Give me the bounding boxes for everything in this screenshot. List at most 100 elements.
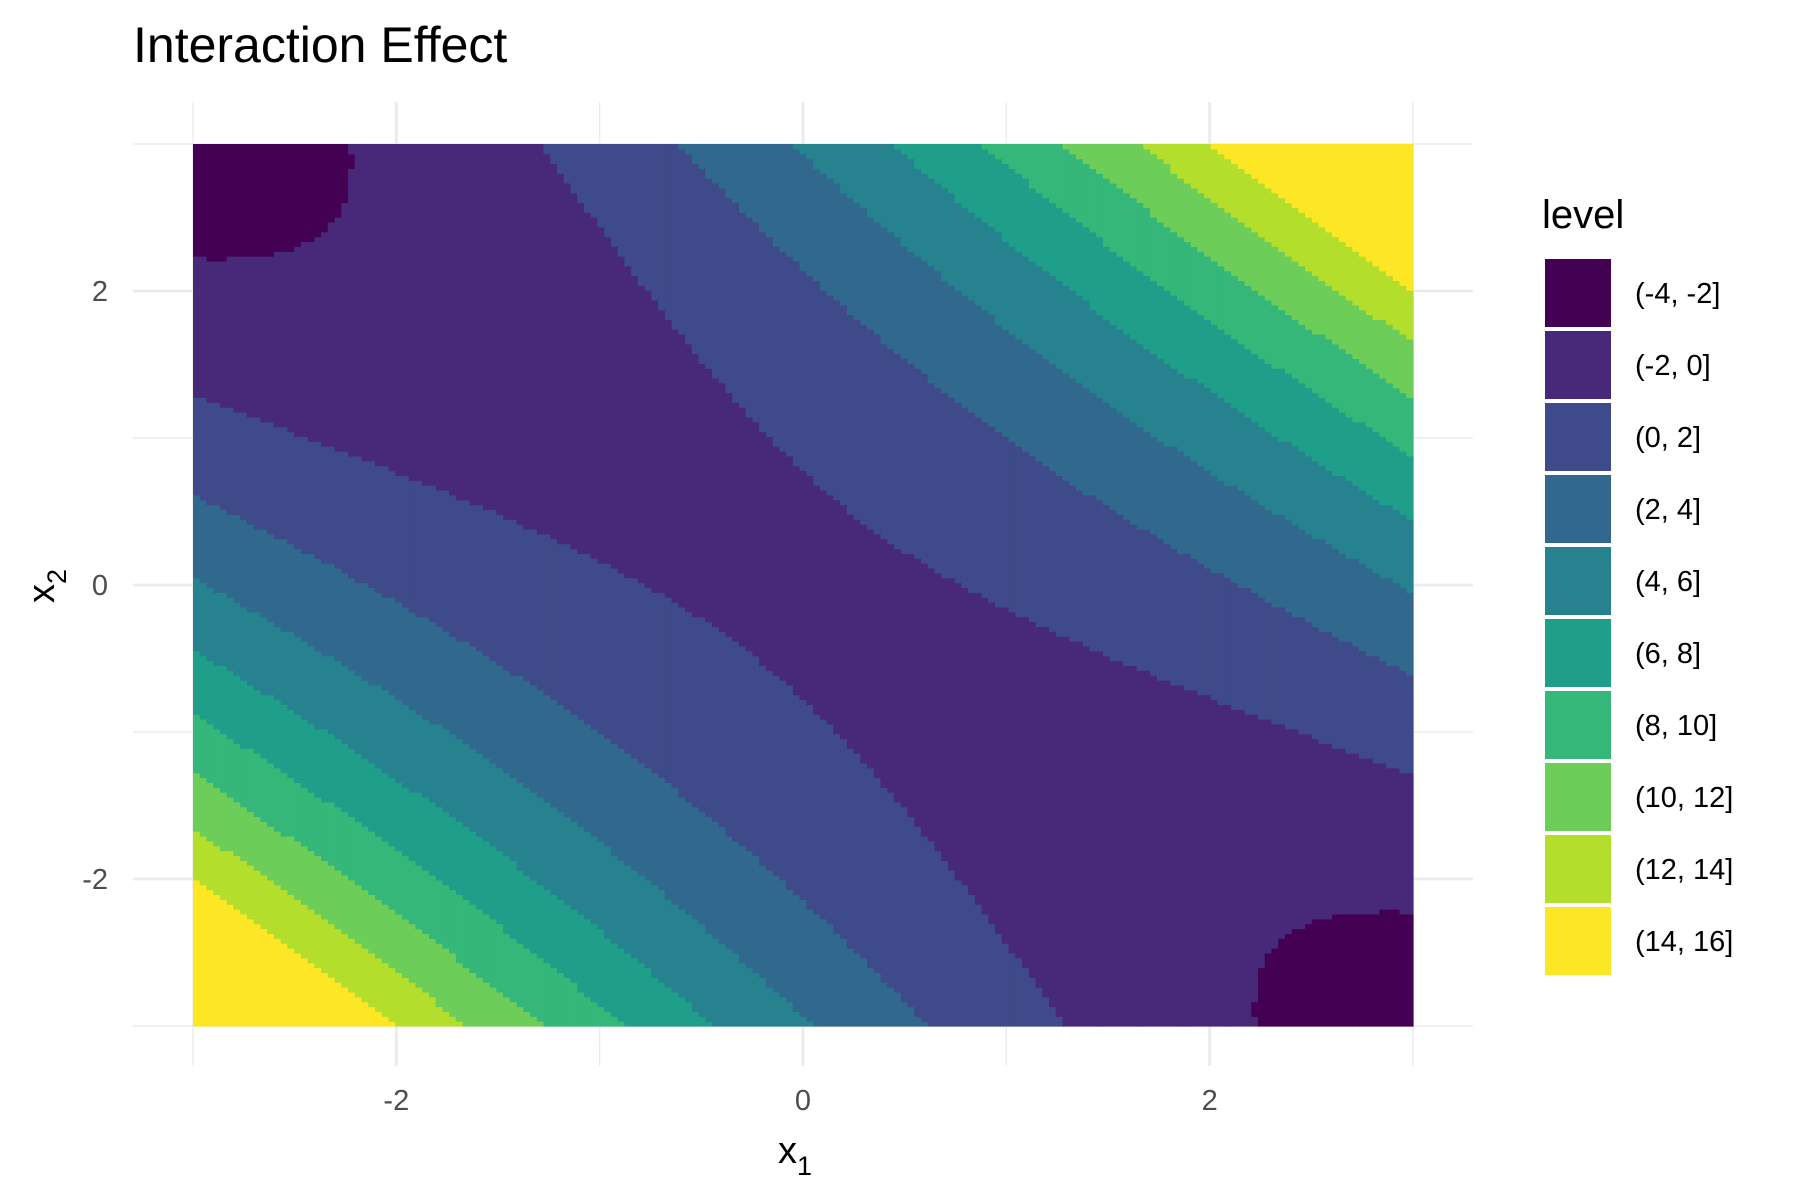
contour-cell: [698, 1016, 706, 1027]
contour-cell: [880, 226, 888, 345]
contour-cell: [503, 144, 511, 520]
contour-cell: [496, 767, 504, 852]
contour-cell: [327, 221, 336, 447]
contour-cell: [1284, 256, 1293, 316]
contour-cell: [981, 309, 989, 423]
contour-cell: [1109, 407, 1118, 511]
contour-cell: [226, 850, 235, 905]
contour-cell: [1008, 334, 1016, 442]
contour-cell: [658, 144, 666, 311]
legend-swatch: [1545, 907, 1611, 975]
contour-cell: [1150, 675, 1158, 1027]
contour-cell: [765, 870, 774, 988]
contour-cell: [893, 148, 902, 238]
contour-cell: [361, 826, 369, 891]
contour-cell: [1325, 338, 1333, 403]
contour-cell: [428, 801, 437, 876]
contour-cell: [563, 144, 572, 184]
contour-cell: [401, 144, 410, 476]
contour-cell: [1251, 592, 1259, 715]
contour-cell: [1001, 436, 1010, 608]
x-axis-title: x1: [778, 1130, 812, 1181]
contour-cell: [1143, 670, 1151, 1027]
contour-cell: [604, 144, 612, 238]
contour-cell: [199, 397, 208, 501]
contour-cell: [947, 285, 956, 398]
contour-cell: [381, 904, 390, 964]
contour-cell: [381, 1016, 390, 1027]
contour-cell: [1359, 309, 1367, 364]
contour-cell: [1136, 670, 1144, 1027]
contour-cell: [907, 1006, 915, 1027]
contour-cell: [354, 821, 363, 886]
contour-cell: [476, 909, 484, 978]
contour-cell: [968, 592, 976, 896]
contour-cell: [1406, 675, 1414, 774]
contour-cell: [813, 144, 821, 169]
contour-cell: [489, 845, 497, 920]
contour-cell: [1082, 494, 1091, 647]
contour-cell: [233, 743, 241, 803]
contour-cell: [1372, 319, 1380, 374]
contour-cell: [563, 182, 572, 545]
contour-cell: [199, 719, 208, 779]
contour-cell: [509, 1001, 518, 1027]
contour-cell: [516, 870, 524, 944]
contour-cell: [381, 144, 390, 467]
contour-cell: [705, 178, 713, 369]
contour-cell: [374, 144, 383, 467]
contour-cell: [1359, 421, 1367, 491]
contour-cell: [597, 840, 605, 930]
contour-cell: [799, 153, 807, 272]
contour-cell: [536, 884, 545, 959]
contour-cell: [523, 528, 531, 681]
contour-cell: [947, 144, 956, 194]
contour-cell: [1204, 470, 1212, 569]
x-tick-label: 2: [1202, 1085, 1218, 1117]
contour-cell: [253, 689, 261, 754]
contour-cell: [920, 835, 929, 1022]
contour-cell: [705, 1021, 713, 1027]
contour-cell: [469, 144, 477, 506]
contour-cell: [1271, 144, 1279, 194]
contour-cell: [476, 835, 484, 910]
contour-cell: [1399, 670, 1407, 774]
contour-cell: [428, 996, 437, 1027]
contour-cell: [1406, 338, 1414, 398]
contour-cell: [1406, 455, 1414, 520]
contour-cell: [1379, 270, 1387, 321]
contour-cell: [745, 650, 754, 852]
contour-cell: [577, 991, 585, 1027]
contour-cell: [341, 665, 349, 744]
contour-cell: [1291, 928, 1300, 1027]
contour-cell: [947, 577, 956, 871]
contour-cell: [415, 987, 423, 1027]
contour-cell: [314, 796, 322, 857]
contour-cell: [1069, 485, 1077, 642]
legend-title: level: [1542, 193, 1624, 237]
contour-cell: [678, 909, 686, 998]
contour-cell: [671, 787, 679, 905]
contour-cell: [1251, 231, 1259, 291]
contour-cell: [287, 431, 295, 545]
contour-cell: [489, 509, 497, 662]
contour-cell: [732, 402, 740, 642]
contour-cell: [496, 923, 504, 993]
contour-cell: [698, 923, 706, 1017]
contour-cell: [1109, 660, 1118, 1027]
contour-cell: [1156, 221, 1165, 286]
contour-cell: [1062, 148, 1070, 213]
contour-cell: [1035, 626, 1043, 988]
contour-cell: [1055, 207, 1064, 282]
contour-cell: [294, 246, 302, 437]
contour-cell: [1143, 148, 1151, 208]
contour-cell: [583, 212, 592, 554]
contour-cell: [833, 299, 841, 501]
contour-cell: [880, 144, 888, 228]
contour-cell: [1096, 236, 1104, 316]
contour-cell: [1231, 582, 1239, 710]
contour-cell: [1345, 353, 1353, 418]
contour-cell: [536, 796, 545, 886]
contour-cell: [273, 251, 282, 428]
contour-cell: [442, 948, 450, 1012]
